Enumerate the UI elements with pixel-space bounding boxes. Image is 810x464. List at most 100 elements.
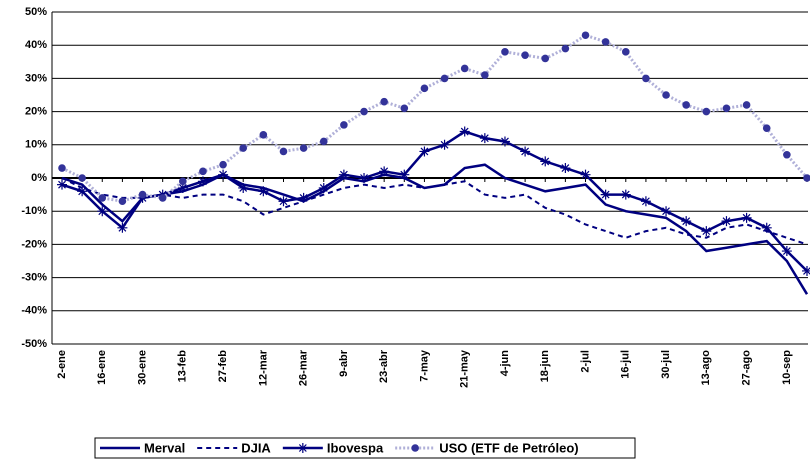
marker xyxy=(721,216,732,227)
marker xyxy=(662,91,670,99)
marker xyxy=(58,164,66,172)
marker xyxy=(279,147,288,156)
marker xyxy=(98,194,107,202)
y-tick-label: 40% xyxy=(25,39,47,51)
marker xyxy=(439,139,450,150)
marker xyxy=(57,179,67,190)
marker xyxy=(218,169,229,180)
marker xyxy=(459,126,470,137)
marker xyxy=(440,74,449,83)
marker xyxy=(600,189,611,200)
marker xyxy=(701,226,712,237)
marker xyxy=(299,144,308,152)
marker xyxy=(460,64,469,73)
x-tick-label: 7-may xyxy=(418,349,430,382)
marker xyxy=(541,54,550,63)
legend-label: USO (ETF de Petróleo) xyxy=(439,440,578,455)
x-tick-label: 27-feb xyxy=(217,350,229,383)
marker xyxy=(338,169,349,180)
x-tick-label: 21-may xyxy=(459,349,471,388)
x-tick-label: 23-abr xyxy=(378,349,390,383)
series-line xyxy=(61,33,809,203)
marker xyxy=(621,48,630,56)
marker xyxy=(761,222,772,233)
marker xyxy=(399,169,410,180)
marker xyxy=(783,150,791,159)
marker xyxy=(340,121,348,129)
marker xyxy=(259,131,268,139)
x-tick-label: 16-ene xyxy=(96,350,108,385)
marker xyxy=(741,212,752,223)
legend-label: DJIA xyxy=(241,440,271,455)
y-tick-label: -50% xyxy=(21,338,47,350)
marker xyxy=(78,174,86,182)
marker xyxy=(640,196,651,207)
marker xyxy=(177,182,188,193)
marker xyxy=(642,74,650,83)
marker xyxy=(199,167,207,176)
x-tick-label: 12-mar xyxy=(257,349,269,386)
marker xyxy=(97,206,108,217)
marker xyxy=(379,166,390,177)
y-tick-label: -40% xyxy=(21,305,47,317)
y-tick-label: -30% xyxy=(21,272,47,284)
marker xyxy=(560,163,571,174)
x-tick-label: 18-jun xyxy=(539,350,551,383)
x-tick-label: 30-ene xyxy=(136,350,148,385)
marker xyxy=(238,182,249,193)
marker xyxy=(359,173,370,183)
marker xyxy=(318,182,329,193)
x-tick-label: 13-feb xyxy=(177,350,189,383)
legend-marker xyxy=(297,443,308,453)
marker xyxy=(380,97,388,106)
y-tick-label: 0% xyxy=(31,172,47,184)
x-tick-label: 9-abr xyxy=(338,349,350,377)
marker xyxy=(219,160,227,169)
marker xyxy=(400,104,409,113)
x-tick-label: 16-jul xyxy=(620,350,632,379)
marker xyxy=(360,107,368,116)
marker xyxy=(620,189,631,200)
marker xyxy=(781,246,792,257)
marker xyxy=(681,216,692,227)
x-tick-label: 30-jul xyxy=(660,350,672,379)
series-line xyxy=(61,177,808,246)
marker xyxy=(742,101,751,109)
marker xyxy=(521,51,529,59)
marker xyxy=(197,176,208,187)
series-line xyxy=(61,130,808,272)
marker xyxy=(722,104,731,113)
x-tick-label: 10-sep xyxy=(781,350,793,385)
marker xyxy=(762,124,771,132)
marker xyxy=(118,197,127,206)
marker xyxy=(158,194,167,202)
marker xyxy=(278,196,289,207)
marker xyxy=(319,137,328,146)
marker xyxy=(601,38,610,46)
marker xyxy=(179,177,187,186)
marker xyxy=(520,146,531,157)
legend-label: Ibovespa xyxy=(327,440,384,455)
marker xyxy=(419,146,430,157)
x-tick-label: 2-ene xyxy=(56,350,68,379)
x-tick-label: 4-jun xyxy=(499,350,511,377)
legend-marker xyxy=(411,444,419,452)
marker xyxy=(661,206,672,217)
marker xyxy=(702,107,711,116)
marker xyxy=(479,133,490,144)
marker xyxy=(540,156,551,167)
marker xyxy=(239,144,248,152)
legend-box xyxy=(94,437,636,459)
marker xyxy=(580,169,591,180)
marker xyxy=(481,71,489,79)
marker xyxy=(258,186,269,197)
y-tick-label: 50% xyxy=(25,6,47,18)
y-tick-label: -10% xyxy=(21,205,47,217)
marker xyxy=(117,222,128,233)
marker xyxy=(561,44,570,53)
marker xyxy=(501,48,509,56)
y-tick-label: -20% xyxy=(21,238,47,250)
marker xyxy=(298,192,309,203)
marker xyxy=(682,101,690,109)
